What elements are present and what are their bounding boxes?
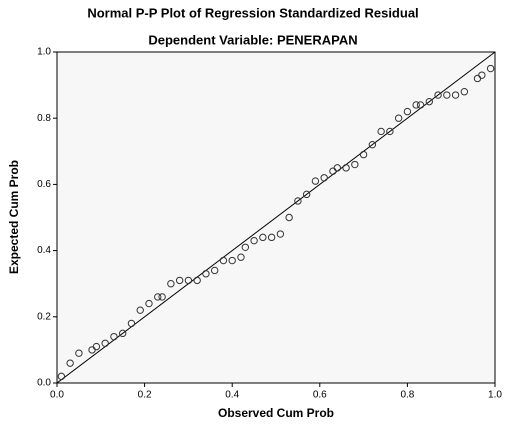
chart-title: Normal P-P Plot of Regression Standardiz… — [87, 5, 418, 20]
y-tick-label: 1.0 — [37, 47, 51, 58]
point — [57, 372, 66, 381]
point — [386, 127, 394, 136]
y-tick-label: 0.2 — [37, 311, 51, 322]
point — [403, 107, 412, 116]
point — [175, 276, 184, 285]
x-tick-label: 0.8 — [400, 390, 414, 401]
point — [267, 233, 276, 242]
point — [219, 256, 228, 265]
x-tick-label: 0.0 — [50, 390, 64, 401]
point — [110, 332, 118, 341]
point — [443, 91, 451, 99]
x-tick-label: 0.6 — [313, 390, 327, 401]
point — [228, 256, 236, 265]
point — [359, 150, 368, 159]
point — [66, 359, 74, 367]
point — [237, 253, 245, 261]
x-tick-label: 1.0 — [488, 390, 502, 401]
point — [210, 266, 219, 275]
point — [158, 293, 166, 301]
point — [75, 349, 83, 357]
y-tick-label: 0.6 — [37, 179, 51, 190]
point — [416, 101, 425, 109]
point — [342, 164, 350, 172]
point — [368, 140, 377, 149]
point — [145, 299, 153, 308]
y-tick-label: 0.4 — [37, 245, 51, 256]
y-axis-label: Expected Cum Prob — [7, 160, 21, 274]
point — [241, 243, 250, 251]
point — [193, 276, 201, 285]
point — [184, 276, 193, 285]
point — [377, 127, 385, 136]
point — [127, 319, 136, 328]
point — [202, 270, 210, 278]
point — [351, 160, 359, 169]
x-tick-label: 0.4 — [225, 390, 239, 401]
point — [320, 174, 328, 182]
point — [412, 101, 420, 109]
x-tick-label: 0.2 — [138, 390, 152, 401]
point — [333, 164, 342, 172]
y-tick-label: 0.8 — [37, 113, 51, 124]
point — [394, 114, 403, 122]
point — [294, 197, 302, 205]
point — [478, 71, 486, 79]
point — [250, 236, 258, 245]
point — [154, 293, 162, 301]
x-axis-label: Observed Cum Prob — [218, 406, 334, 420]
point — [101, 339, 109, 347]
point — [167, 280, 175, 288]
reference-line — [56, 51, 496, 384]
point — [486, 64, 495, 73]
point — [451, 91, 460, 99]
point — [460, 88, 469, 96]
point — [259, 233, 267, 242]
point — [285, 213, 293, 222]
y-tick-label: 0.0 — [37, 378, 51, 389]
point — [276, 230, 285, 238]
point — [425, 97, 433, 106]
chart-subtitle: Dependent Variable: PENERAPAN — [148, 32, 357, 47]
point — [434, 91, 442, 99]
point — [302, 190, 311, 199]
point — [136, 306, 144, 314]
point — [92, 342, 101, 351]
point — [119, 329, 127, 338]
point — [311, 177, 320, 185]
